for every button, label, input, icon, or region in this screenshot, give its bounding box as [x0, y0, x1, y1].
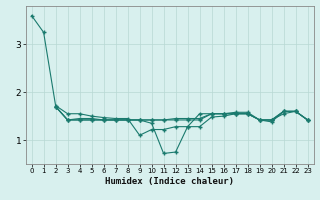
X-axis label: Humidex (Indice chaleur): Humidex (Indice chaleur)	[105, 177, 234, 186]
